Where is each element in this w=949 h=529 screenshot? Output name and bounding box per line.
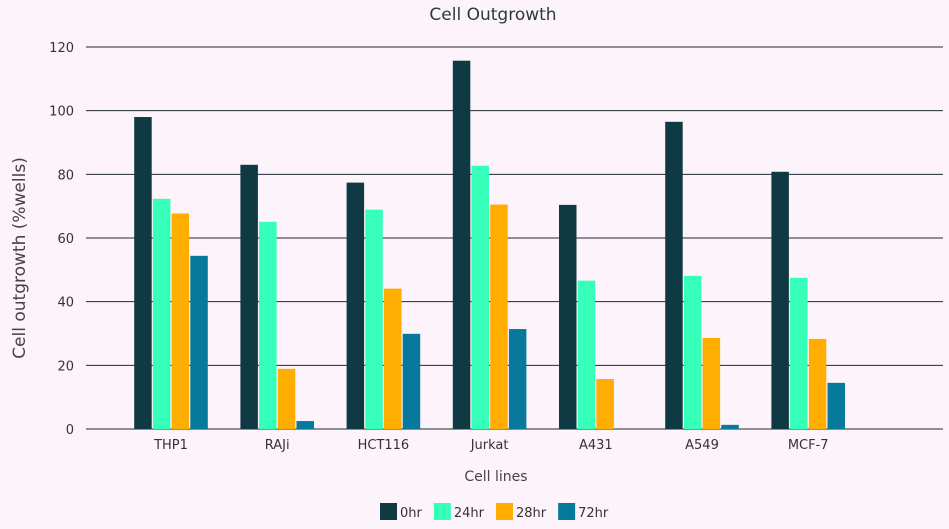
bar-MCF-7-72hr — [827, 382, 845, 429]
bar-Jurkat-24hr — [471, 165, 489, 429]
y-tick-label: 60 — [57, 232, 74, 247]
bar-HCT116-28hr — [384, 288, 402, 429]
x-tick-label: THP1 — [153, 438, 188, 453]
bar-THP1-28hr — [171, 213, 190, 429]
y-tick-label: 40 — [57, 296, 74, 311]
bar-RAJi-28hr — [277, 368, 296, 429]
legend-label: 72hr — [578, 506, 609, 521]
bar-A549-0hr — [665, 121, 683, 429]
chart-title: Cell Outgrowth — [429, 5, 556, 25]
y-tick-label: 80 — [57, 168, 74, 183]
x-tick-label: Jurkat — [470, 438, 509, 453]
x-tick-label: RAJi — [265, 438, 290, 453]
bar-A549-72hr — [721, 424, 739, 429]
y-axis-label: Cell outgrowth (%wells) — [10, 157, 30, 359]
bar-A431-28hr — [596, 379, 614, 429]
legend-label: 0hr — [400, 506, 423, 521]
bar-A431-24hr — [577, 280, 596, 429]
legend: 0hr 24hr 28hr 72hr — [380, 503, 609, 521]
bar-THP1-24hr — [152, 198, 171, 429]
bar-A431-0hr — [559, 204, 577, 429]
legend-label: 28hr — [516, 506, 547, 521]
bar-THP1-72hr — [190, 255, 208, 429]
legend-swatch-0hr — [380, 503, 397, 520]
y-tick-label: 20 — [57, 359, 74, 374]
legend-swatch-24hr — [433, 503, 451, 520]
legend-label: 24hr — [454, 506, 485, 521]
bar-RAJi-24hr — [259, 221, 277, 429]
x-tick-label: A431 — [579, 438, 613, 453]
bar-MCF-7-28hr — [808, 338, 827, 429]
bar-Jurkat-72hr — [508, 329, 527, 429]
legend-swatch-28hr — [496, 503, 513, 520]
bar-MCF-7-0hr — [771, 171, 789, 429]
x-axis-label: Cell lines — [464, 469, 527, 485]
bar-A549-24hr — [683, 275, 702, 429]
bar-RAJi-0hr — [240, 164, 258, 430]
y-tick-label: 120 — [49, 41, 74, 56]
bar-A549-28hr — [702, 337, 721, 429]
bar-HCT116-72hr — [402, 333, 421, 429]
x-tick-label: A549 — [685, 438, 719, 453]
x-tick-label: MCF-7 — [788, 438, 829, 453]
legend-swatch-72hr — [558, 503, 576, 520]
bar-MCF-7-24hr — [790, 277, 808, 429]
bar-HCT116-24hr — [365, 209, 383, 429]
bar-Jurkat-0hr — [452, 60, 471, 430]
bar-HCT116-0hr — [346, 182, 365, 429]
bar-RAJi-72hr — [296, 421, 314, 429]
y-tick-label: 100 — [49, 105, 74, 120]
bar-Jurkat-28hr — [490, 204, 508, 429]
bar-THP1-0hr — [134, 117, 152, 430]
x-tick-label: HCT116 — [358, 438, 410, 453]
y-tick-label: 0 — [66, 423, 74, 438]
